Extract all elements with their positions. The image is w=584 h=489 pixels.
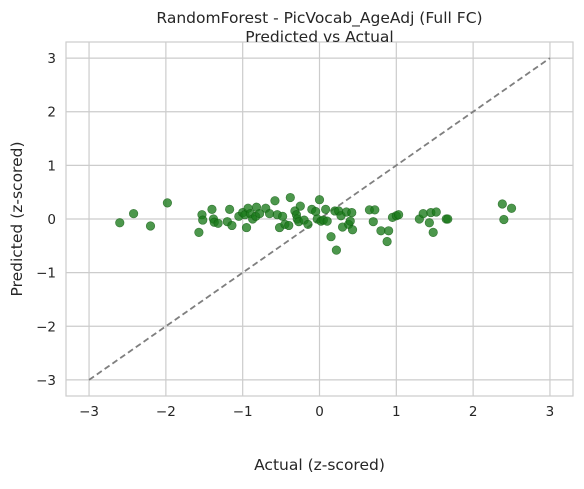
tick-labels: −3 −2 −1 0 1 2 3 −3 −2 −1 0 1 2 3	[36, 51, 554, 420]
scatter-point	[322, 216, 332, 226]
chart-subtitle: Predicted vs Actual	[245, 28, 393, 46]
scatter-point	[194, 227, 204, 238]
scatter-point	[428, 227, 438, 238]
scatter-point	[347, 225, 358, 235]
scatter-point	[115, 218, 125, 228]
scatter-point	[370, 205, 380, 215]
scatter-point	[254, 209, 265, 219]
x-tick-label: 0	[315, 404, 324, 420]
scatter-point	[285, 192, 295, 203]
scatter-point	[499, 214, 509, 225]
scatter-point	[326, 232, 336, 242]
points-layer	[115, 192, 517, 255]
scatter-point	[129, 209, 139, 219]
scatter-point	[227, 220, 237, 231]
scatter-point	[347, 207, 357, 218]
x-tick-label: 3	[546, 404, 555, 420]
scatter-point	[303, 219, 313, 229]
y-tick-label: 0	[47, 212, 56, 228]
scatter-point	[321, 204, 331, 214]
scatter-point	[295, 201, 305, 211]
y-tick-label: 1	[47, 158, 56, 174]
scatter-point	[311, 206, 321, 217]
scatter-point	[270, 196, 280, 206]
x-tick-label: −1	[233, 404, 253, 420]
scatter-point	[418, 209, 428, 219]
scatter-point	[384, 226, 394, 236]
y-tick-label: −3	[36, 373, 56, 389]
x-tick-label: −3	[79, 404, 99, 420]
scatter-point	[506, 203, 517, 213]
chart-title: RandomForest - PicVocab_AgeAdj (Full FC)	[156, 9, 482, 28]
scatter-point	[145, 221, 156, 231]
x-tick-label: −2	[156, 404, 176, 420]
scatter-point	[331, 245, 342, 255]
scatter-point	[424, 218, 434, 228]
scatter-point	[497, 199, 507, 209]
scatter-point	[443, 214, 453, 224]
scatter-point	[345, 216, 355, 226]
scatter-point	[368, 217, 378, 227]
scatter-point	[394, 210, 404, 220]
scatter-point	[198, 215, 208, 225]
y-tick-label: 3	[47, 51, 56, 67]
scatter-point	[382, 236, 392, 247]
x-tick-label: 2	[469, 404, 478, 420]
plot-frame	[65, 41, 574, 397]
scatter-point	[264, 209, 275, 219]
scatter-point	[314, 195, 325, 205]
scatter-point	[376, 226, 386, 236]
scatter-point	[431, 207, 441, 217]
x-tick-label: 1	[392, 404, 401, 420]
scatter-point	[213, 218, 223, 228]
scatter-point	[225, 204, 235, 214]
y-axis-label: Predicted (z-scored)	[8, 142, 26, 297]
scatter-point	[284, 220, 294, 231]
y-tick-label: −1	[36, 266, 56, 282]
scatter-point	[278, 211, 288, 221]
y-tick-label: −2	[36, 319, 56, 335]
scatter-point	[241, 222, 252, 233]
scatter-point	[162, 198, 172, 208]
scatter-point	[207, 204, 217, 214]
x-axis-label: Actual (z-scored)	[254, 456, 385, 474]
y-tick-label: 2	[47, 105, 56, 121]
